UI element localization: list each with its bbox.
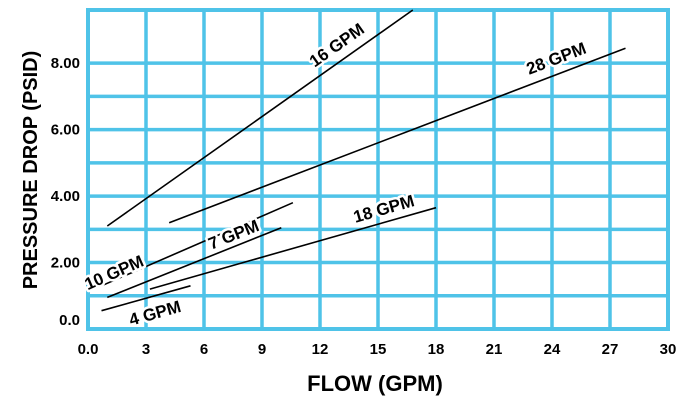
x-tick-label: 9: [258, 341, 266, 358]
y-axis-ticks: 0.0 2.00 4.00 6.00 8.00: [51, 55, 80, 329]
series-line: [149, 206, 437, 290]
series-line: [107, 226, 282, 299]
x-tick-label: 30: [660, 341, 677, 358]
x-tick-label: 18: [428, 341, 445, 358]
series-line: [101, 201, 294, 287]
y-tick-label: 8.00: [51, 55, 80, 72]
y-axis-title: PRESSURE DROP (PSID): [20, 51, 42, 290]
x-tick-label: 27: [602, 341, 619, 358]
x-tick-label: 12: [312, 341, 329, 358]
plot-border: [86, 8, 670, 331]
series-line: [106, 9, 414, 227]
x-tick-label: 3: [142, 341, 150, 358]
y-tick-label: 6.00: [51, 122, 80, 139]
x-axis-title: FLOW (GPM): [307, 371, 443, 396]
grid: [86, 8, 670, 331]
x-tick-label: 0.0: [78, 341, 99, 358]
series-lines: [101, 9, 626, 312]
series-line: [168, 47, 626, 224]
x-tick-label: 6: [200, 341, 208, 358]
x-axis-ticks: 0.0 3 6 9 12 15 18 21 24 27 30: [78, 341, 677, 358]
x-tick-label: 21: [486, 341, 503, 358]
y-tick-label: 0.0: [59, 312, 80, 329]
x-tick-label: 15: [370, 341, 387, 358]
series-line: [101, 285, 191, 312]
y-tick-label: 2.00: [51, 255, 80, 272]
x-tick-label: 24: [544, 341, 561, 358]
y-tick-label: 4.00: [51, 188, 80, 205]
